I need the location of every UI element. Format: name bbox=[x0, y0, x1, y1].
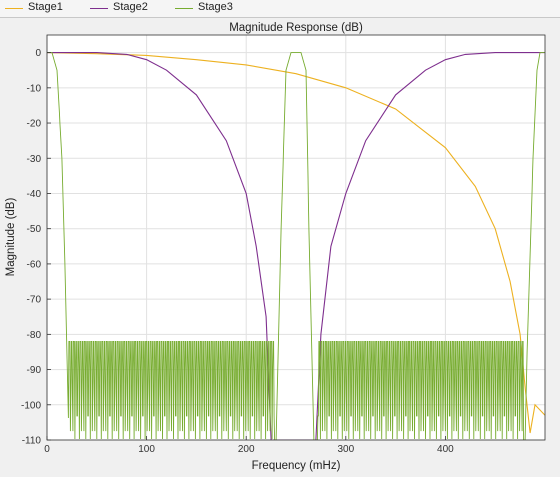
x-tick-label: 0 bbox=[44, 444, 50, 455]
legend-swatch bbox=[5, 8, 23, 9]
x-tick-label: 400 bbox=[437, 444, 454, 455]
x-tick-label: 200 bbox=[238, 444, 255, 455]
x-axis-label: Frequency (mHz) bbox=[252, 460, 341, 472]
chart-title: Magnitude Response (dB) bbox=[229, 22, 363, 34]
y-tick-label: -110 bbox=[22, 436, 42, 447]
y-tick-label: -70 bbox=[27, 295, 42, 306]
series-line-stage3 bbox=[47, 52, 545, 440]
y-tick-label: -20 bbox=[27, 119, 42, 130]
legend-swatch bbox=[90, 8, 108, 9]
x-tick-label: 300 bbox=[337, 444, 354, 455]
plot-frame bbox=[46, 34, 546, 441]
y-tick-label: -90 bbox=[27, 365, 42, 376]
y-tick-label: -40 bbox=[27, 189, 42, 200]
y-tick-label: -80 bbox=[27, 330, 42, 341]
y-tick-label: -100 bbox=[21, 400, 41, 411]
legend-label: Stage2 bbox=[113, 1, 148, 13]
x-tick-label: 100 bbox=[138, 444, 155, 455]
legend-label: Stage1 bbox=[28, 1, 63, 13]
series-line-stage2 bbox=[47, 52, 545, 440]
y-tick-label: 0 bbox=[35, 48, 41, 59]
series-line-stage1 bbox=[47, 52, 545, 434]
y-tick-label: -30 bbox=[27, 154, 42, 165]
legend-label: Stage3 bbox=[198, 1, 233, 13]
y-tick-label: -50 bbox=[27, 224, 42, 235]
y-tick-label: -10 bbox=[27, 83, 42, 94]
y-axis-label: Magnitude (dB) bbox=[5, 198, 17, 277]
y-tick-label: -60 bbox=[27, 259, 42, 270]
legend: Stage1 Stage2 Stage3 bbox=[0, 0, 560, 18]
legend-swatch bbox=[175, 8, 193, 9]
